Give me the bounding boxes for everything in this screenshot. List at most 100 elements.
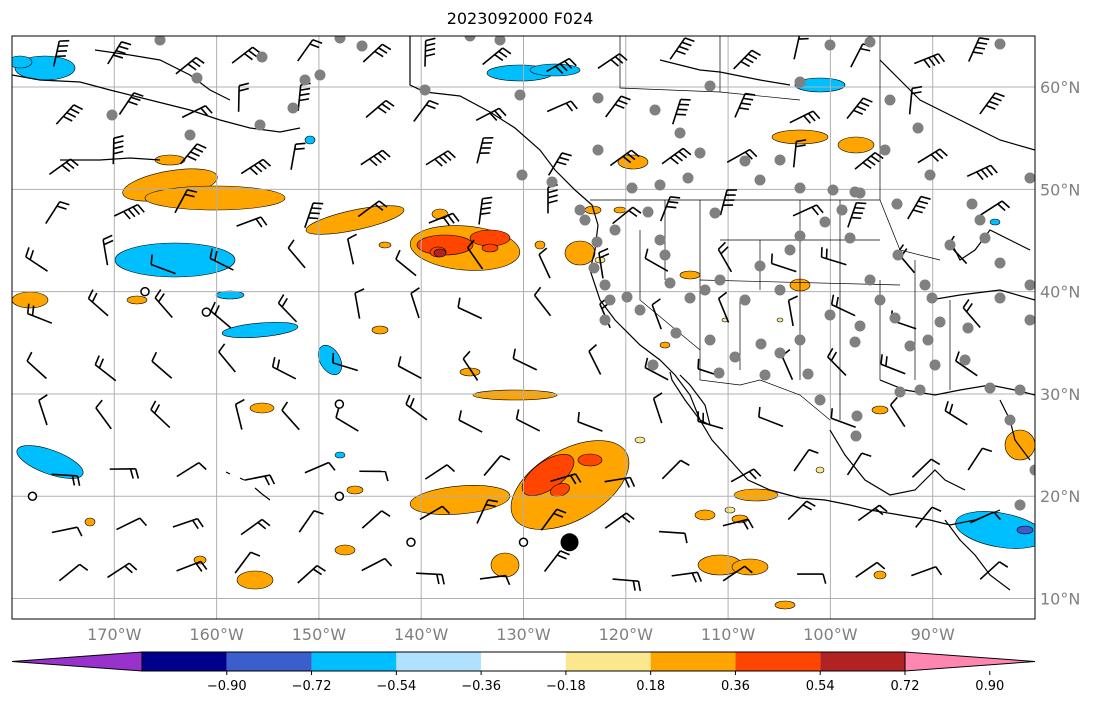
wind-barb [880, 354, 906, 375]
station-dot [299, 74, 311, 86]
wind-barb [661, 459, 690, 480]
wind-barb [236, 216, 268, 228]
positive-region [534, 240, 546, 250]
wind-barb [979, 92, 1005, 115]
wind-barb [277, 294, 298, 323]
station-dot [966, 198, 978, 210]
wind-barb [332, 352, 359, 372]
positive-region [871, 405, 889, 415]
wind-barb [979, 200, 1011, 216]
wind-barb [830, 408, 856, 429]
wind-barb [483, 454, 511, 477]
positive-region [472, 389, 558, 401]
wind-barb [237, 82, 250, 112]
weak-positive-region [724, 506, 736, 514]
station-dot [919, 279, 931, 291]
strong-positive-region [577, 453, 603, 467]
station-dot [864, 274, 876, 286]
station-dot [106, 109, 118, 121]
positive-region [305, 205, 405, 235]
wind-barb [357, 200, 388, 218]
station-dot [884, 94, 896, 106]
wind-barb [116, 517, 148, 531]
station-dot [714, 274, 726, 286]
wind-barb [335, 407, 359, 432]
station-dot [864, 36, 876, 48]
wind-barb [913, 53, 946, 69]
wind-barb [425, 150, 456, 167]
station-dot [974, 214, 986, 226]
negative-region [114, 242, 236, 278]
colorbar-label: 0.72 [891, 679, 920, 694]
negative-region [955, 511, 1035, 549]
wind-barb [462, 350, 479, 381]
wind-barb [846, 97, 873, 119]
open-station-marker [27, 491, 38, 501]
station-dot [994, 292, 1006, 304]
wind-barb [102, 234, 114, 266]
station-dot [1024, 279, 1035, 291]
coastline [879, 59, 1035, 151]
station-dot [851, 410, 863, 422]
station-dot [419, 84, 431, 96]
colorbar-label: −0.72 [292, 679, 332, 694]
strong-negative-region [1016, 525, 1034, 535]
colorbar-extend-high [904, 651, 1036, 672]
wind-barb [281, 401, 300, 431]
wind-barb [857, 504, 888, 522]
positive-region [126, 295, 148, 305]
station-dot [654, 179, 666, 191]
wind-barb [271, 356, 297, 380]
wind-barb [38, 394, 48, 426]
wind-barb [290, 142, 306, 170]
wind-barb [717, 291, 730, 323]
negative-region [794, 77, 846, 93]
station-dot [994, 257, 1006, 269]
wind-barb [659, 196, 681, 222]
station-dot [184, 129, 196, 141]
station-dot [592, 92, 604, 104]
colorbar-segment [650, 652, 736, 671]
wind-barb [722, 565, 753, 582]
wind-barb [95, 399, 112, 430]
colorbar-label: 0.36 [721, 679, 750, 694]
wind-barb [476, 499, 498, 524]
positive-region [334, 544, 356, 556]
station-dot [514, 89, 526, 101]
station-dot [588, 262, 600, 274]
station-dot [979, 232, 991, 244]
wind-barb [889, 396, 906, 428]
positive-region [613, 206, 627, 214]
coastline [929, 289, 1035, 301]
wind-barb [362, 43, 392, 63]
positive-region [490, 552, 520, 578]
wind-barb [174, 189, 198, 214]
station-dot [694, 147, 706, 159]
station-dot [1004, 414, 1016, 426]
wind-barb [240, 518, 271, 536]
wind-barb [830, 294, 856, 317]
wind-barb [797, 573, 827, 584]
wind-barb [846, 452, 872, 476]
wind-barb [354, 288, 365, 319]
station-dot [642, 206, 654, 218]
wind-barb [304, 461, 336, 474]
wind-barb [770, 253, 797, 273]
wind-barb [598, 247, 610, 279]
coastline [999, 399, 1031, 461]
station-dot [191, 72, 203, 84]
very-strong-positive-region [433, 248, 447, 258]
colorbar-segment [820, 652, 905, 671]
wind-barb [175, 56, 205, 75]
positive-region [873, 570, 887, 580]
wind-barb [787, 500, 816, 521]
longitude-label: 140°W [394, 625, 449, 644]
wind-barb [240, 158, 272, 176]
wind-barb [697, 411, 724, 430]
highlight-marker [560, 533, 579, 552]
wind-barb [955, 351, 978, 377]
wind-barb [210, 301, 232, 329]
station-dot [854, 320, 866, 332]
station-dot [609, 224, 621, 236]
